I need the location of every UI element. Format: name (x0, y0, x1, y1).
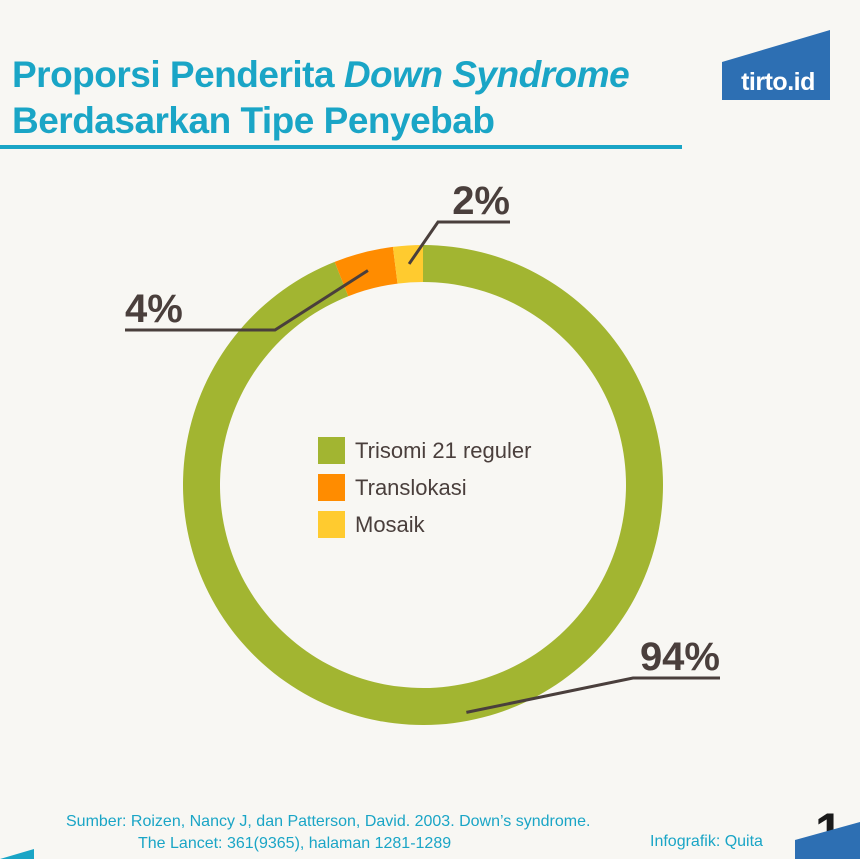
title-line-2: Berdasarkan Tipe Penyebab (12, 100, 495, 141)
logo-text: tirto.id (741, 68, 815, 96)
legend-label: Translokasi (355, 474, 467, 500)
source-citation: Sumber: Roizen, Nancy J, dan Patterson, … (66, 811, 590, 855)
logo-badge-shape (722, 30, 830, 100)
chart-legend: Trisomi 21 reguler Translokasi Mosaik (318, 432, 531, 543)
leader-line-mosaik (407, 220, 510, 265)
data-label-translokasi: 4% (125, 287, 183, 331)
brand-logo: tirto.id (722, 30, 830, 100)
page-number: 1 (815, 803, 843, 859)
data-label-mosaik: 2% (452, 179, 510, 223)
data-label-trisomi-21-reguler: 94% (640, 635, 720, 679)
legend-label: Mosaik (355, 511, 425, 537)
title-line1-plain: Proporsi Penderita (12, 54, 335, 95)
source-line-2: The Lancet: 361(9365), halaman 1281-1289 (138, 835, 452, 852)
leader-line-translokasi (125, 269, 369, 332)
title-underline (0, 145, 682, 149)
legend-item: Mosaik (318, 506, 531, 543)
legend-swatch (318, 437, 345, 464)
legend-item: Trisomi 21 reguler (318, 432, 531, 469)
label-leader-lines (125, 220, 720, 714)
legend-item: Translokasi (318, 469, 531, 506)
infographic-credit: Infografik: Quita (650, 833, 763, 850)
source-line-1: Sumber: Roizen, Nancy J, dan Patterson, … (66, 813, 591, 830)
title-line1-italic: Down Syndrome (343, 54, 630, 95)
title-line-1: Proporsi Penderita Down Syndrome (12, 52, 630, 98)
leader-line-trisomi-21-reguler (466, 676, 720, 714)
legend-label: Trisomi 21 reguler (355, 437, 532, 463)
data-labels: 94% 4% 2% (125, 179, 720, 679)
legend-swatch (318, 511, 345, 538)
legend-swatch (318, 474, 345, 501)
chart-title: Proporsi Penderita Down Syndrome Berdasa… (12, 52, 630, 144)
